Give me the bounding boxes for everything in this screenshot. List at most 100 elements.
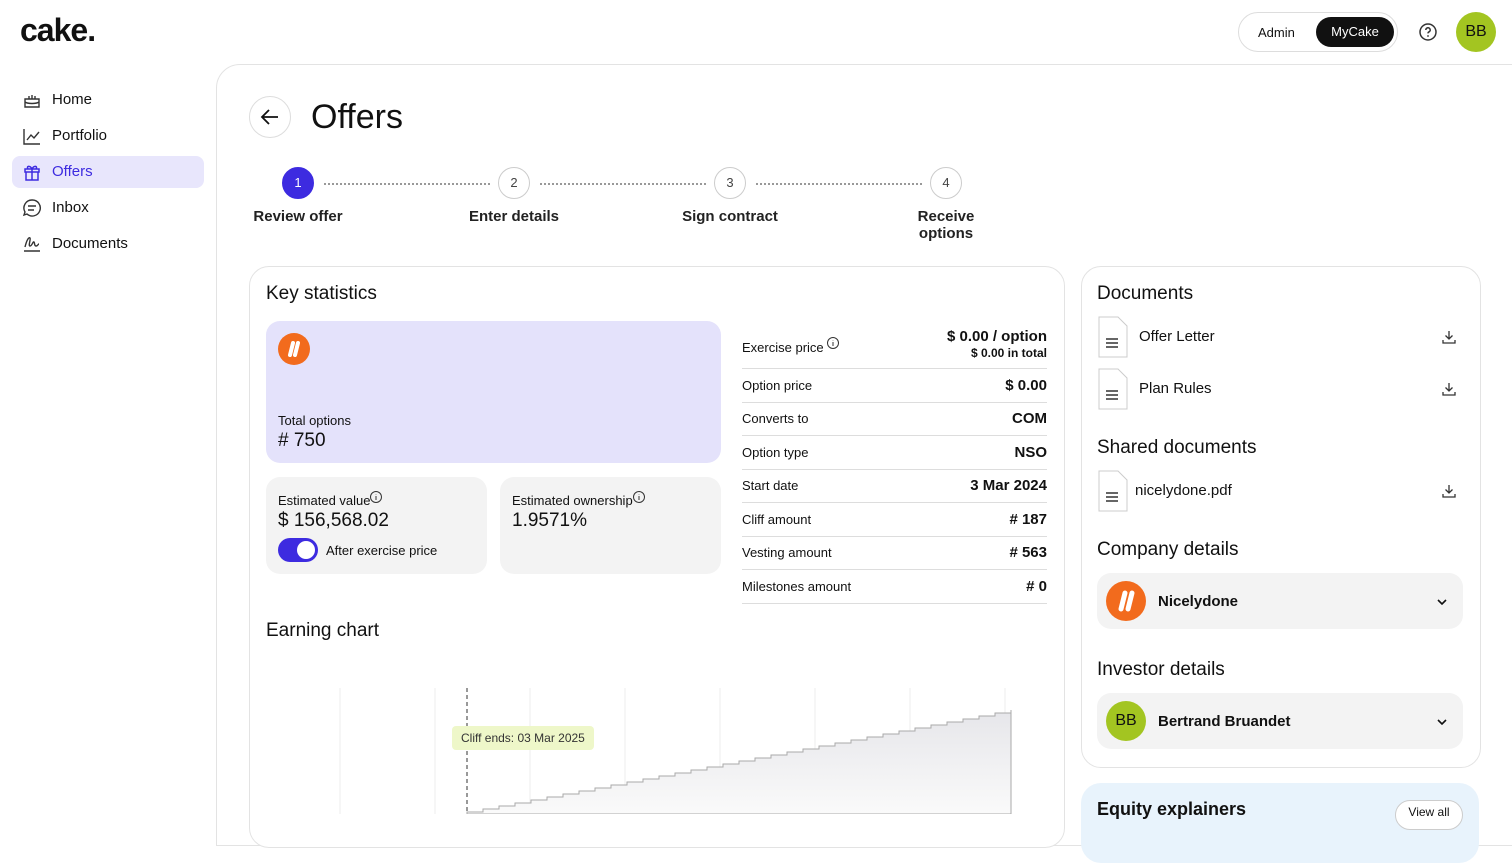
row-value: # 187 xyxy=(1009,511,1047,528)
stat-row: Vesting amount # 563 xyxy=(742,537,1047,570)
row-value: NSO xyxy=(1014,444,1047,461)
page: Offers {"logo":"cake.", "header":{"toggl… xyxy=(12,12,1512,863)
section-title: Equity explainers xyxy=(1097,799,1247,819)
row-subvalue: $ 0.00 in total xyxy=(970,346,1047,360)
file-icon xyxy=(1098,470,1128,512)
step-label: Sign contract xyxy=(682,208,778,225)
stat-row: Milestones amount # 0 xyxy=(742,570,1047,604)
page-title: Offers xyxy=(311,98,403,136)
chevron-icon xyxy=(1437,719,1447,726)
section-title: Investor details xyxy=(1097,659,1225,680)
download-icon[interactable] xyxy=(1441,381,1457,397)
cliff-annotation: Cliff ends: 03 Mar 2025 xyxy=(452,726,594,750)
stat-value: # 750 xyxy=(278,430,326,451)
row-label: Milestones amount xyxy=(742,579,852,594)
nav-label: Portfolio xyxy=(52,127,108,144)
nav-item[interactable]: Inbox xyxy=(12,192,204,224)
stat-row: Option type NSO xyxy=(742,436,1047,470)
logo[interactable]: cake. xyxy=(20,12,96,48)
stat-label: Estimated ownership xyxy=(512,493,633,508)
back-icon xyxy=(260,109,278,125)
section-title: Earning chart xyxy=(266,620,380,641)
row-value: $ 0.00 xyxy=(1005,377,1047,394)
stat-row: Cliff amount # 187 xyxy=(742,503,1047,537)
stat-row: Start date 3 Mar 2024 xyxy=(742,470,1047,503)
row-label: Converts to xyxy=(742,411,809,426)
inbox-icon xyxy=(22,199,41,217)
role-toggle xyxy=(1238,12,1398,52)
nav-label: Offers xyxy=(52,163,93,180)
stat-row: Option price $ 0.00 xyxy=(742,369,1047,403)
company-logo xyxy=(278,333,310,365)
stat-label: Total options xyxy=(278,413,351,428)
step-label: Enter details xyxy=(468,208,560,225)
nav-item[interactable]: Documents xyxy=(12,228,204,260)
company-name: Nicelydone xyxy=(1158,593,1239,610)
row-value: # 0 xyxy=(1026,578,1047,595)
earning-area xyxy=(466,710,1012,814)
company-logo xyxy=(1106,581,1146,621)
stat-label: Estimated value xyxy=(278,493,371,508)
documents-icon xyxy=(24,237,40,252)
stat-value: $ 156,568.02 xyxy=(278,510,389,531)
info-icon[interactable] xyxy=(826,336,840,350)
row-value: $ 0.00 / option xyxy=(946,328,1047,345)
nav-label: Home xyxy=(52,91,93,108)
view-all-button[interactable]: View all xyxy=(1395,800,1463,830)
nav-label: Inbox xyxy=(52,199,89,216)
mycake-toggle[interactable]: MyCake xyxy=(1316,17,1394,47)
investor-dropdown[interactable] xyxy=(1097,693,1463,749)
total-options-box xyxy=(266,321,721,463)
row-label: Exercise price xyxy=(742,340,824,355)
file-icon xyxy=(1098,316,1128,358)
logo-mark xyxy=(288,341,300,357)
row-label: Start date xyxy=(742,478,799,493)
admin-toggle[interactable]: Admin xyxy=(1258,25,1295,40)
step-label: Review offer xyxy=(253,208,343,225)
nav-item-active[interactable]: Offers xyxy=(12,156,204,188)
row-label: Cliff amount xyxy=(742,512,812,527)
step-number: 1 xyxy=(282,167,314,199)
stat-row: Exercise price $ 0.00 / option $ 0.00 in t… xyxy=(742,321,1047,369)
logo-mark xyxy=(1118,590,1135,612)
download-icon[interactable] xyxy=(1441,329,1457,345)
stat-value: 1.9571% xyxy=(512,510,588,531)
avatar[interactable]: BB xyxy=(1456,12,1496,52)
section-title: Shared documents xyxy=(1097,437,1257,458)
toggle-knob xyxy=(297,541,315,559)
company-dropdown[interactable] xyxy=(1097,573,1463,629)
toggle-label: After exercise price xyxy=(326,543,438,558)
earning-chart xyxy=(339,688,1012,814)
offers-icon xyxy=(24,165,40,181)
chevron-icon xyxy=(1437,599,1447,606)
row-label: Vesting amount xyxy=(742,545,832,560)
section-title: Documents xyxy=(1097,283,1194,304)
step-number: 4 xyxy=(930,167,962,199)
estimated-ownership-box xyxy=(500,477,721,574)
row-value: # 563 xyxy=(1009,544,1047,561)
side-card xyxy=(1081,266,1481,768)
info-icon[interactable] xyxy=(632,490,646,504)
file-name[interactable]: Offer Letter xyxy=(1139,328,1215,345)
body: cake. Admin MyCake BB Home Portfolio Off… xyxy=(12,12,1512,863)
help-icon[interactable] xyxy=(1418,22,1438,42)
section-title: Company details xyxy=(1097,539,1239,560)
nav-label: Documents xyxy=(52,235,128,252)
download-icon[interactable] xyxy=(1441,483,1457,499)
step-number: 2 xyxy=(498,167,530,199)
toggle-switch[interactable] xyxy=(278,538,318,562)
info-icon[interactable] xyxy=(369,490,383,504)
nav-item[interactable]: Home xyxy=(12,84,204,116)
row-label: Option type xyxy=(742,445,809,460)
file-name[interactable]: nicelydone.pdf xyxy=(1135,482,1232,499)
nav-item[interactable]: Portfolio xyxy=(12,120,204,152)
back-button[interactable] xyxy=(249,96,291,138)
file-icon xyxy=(1098,368,1128,410)
investor-name: Bertrand Bruandet xyxy=(1158,713,1291,730)
row-value: COM xyxy=(1012,410,1047,427)
home-icon xyxy=(24,95,40,108)
step-number: 3 xyxy=(714,167,746,199)
portfolio-icon xyxy=(23,129,40,145)
file-name[interactable]: Plan Rules xyxy=(1139,380,1212,397)
investor-avatar: BB xyxy=(1106,701,1146,741)
